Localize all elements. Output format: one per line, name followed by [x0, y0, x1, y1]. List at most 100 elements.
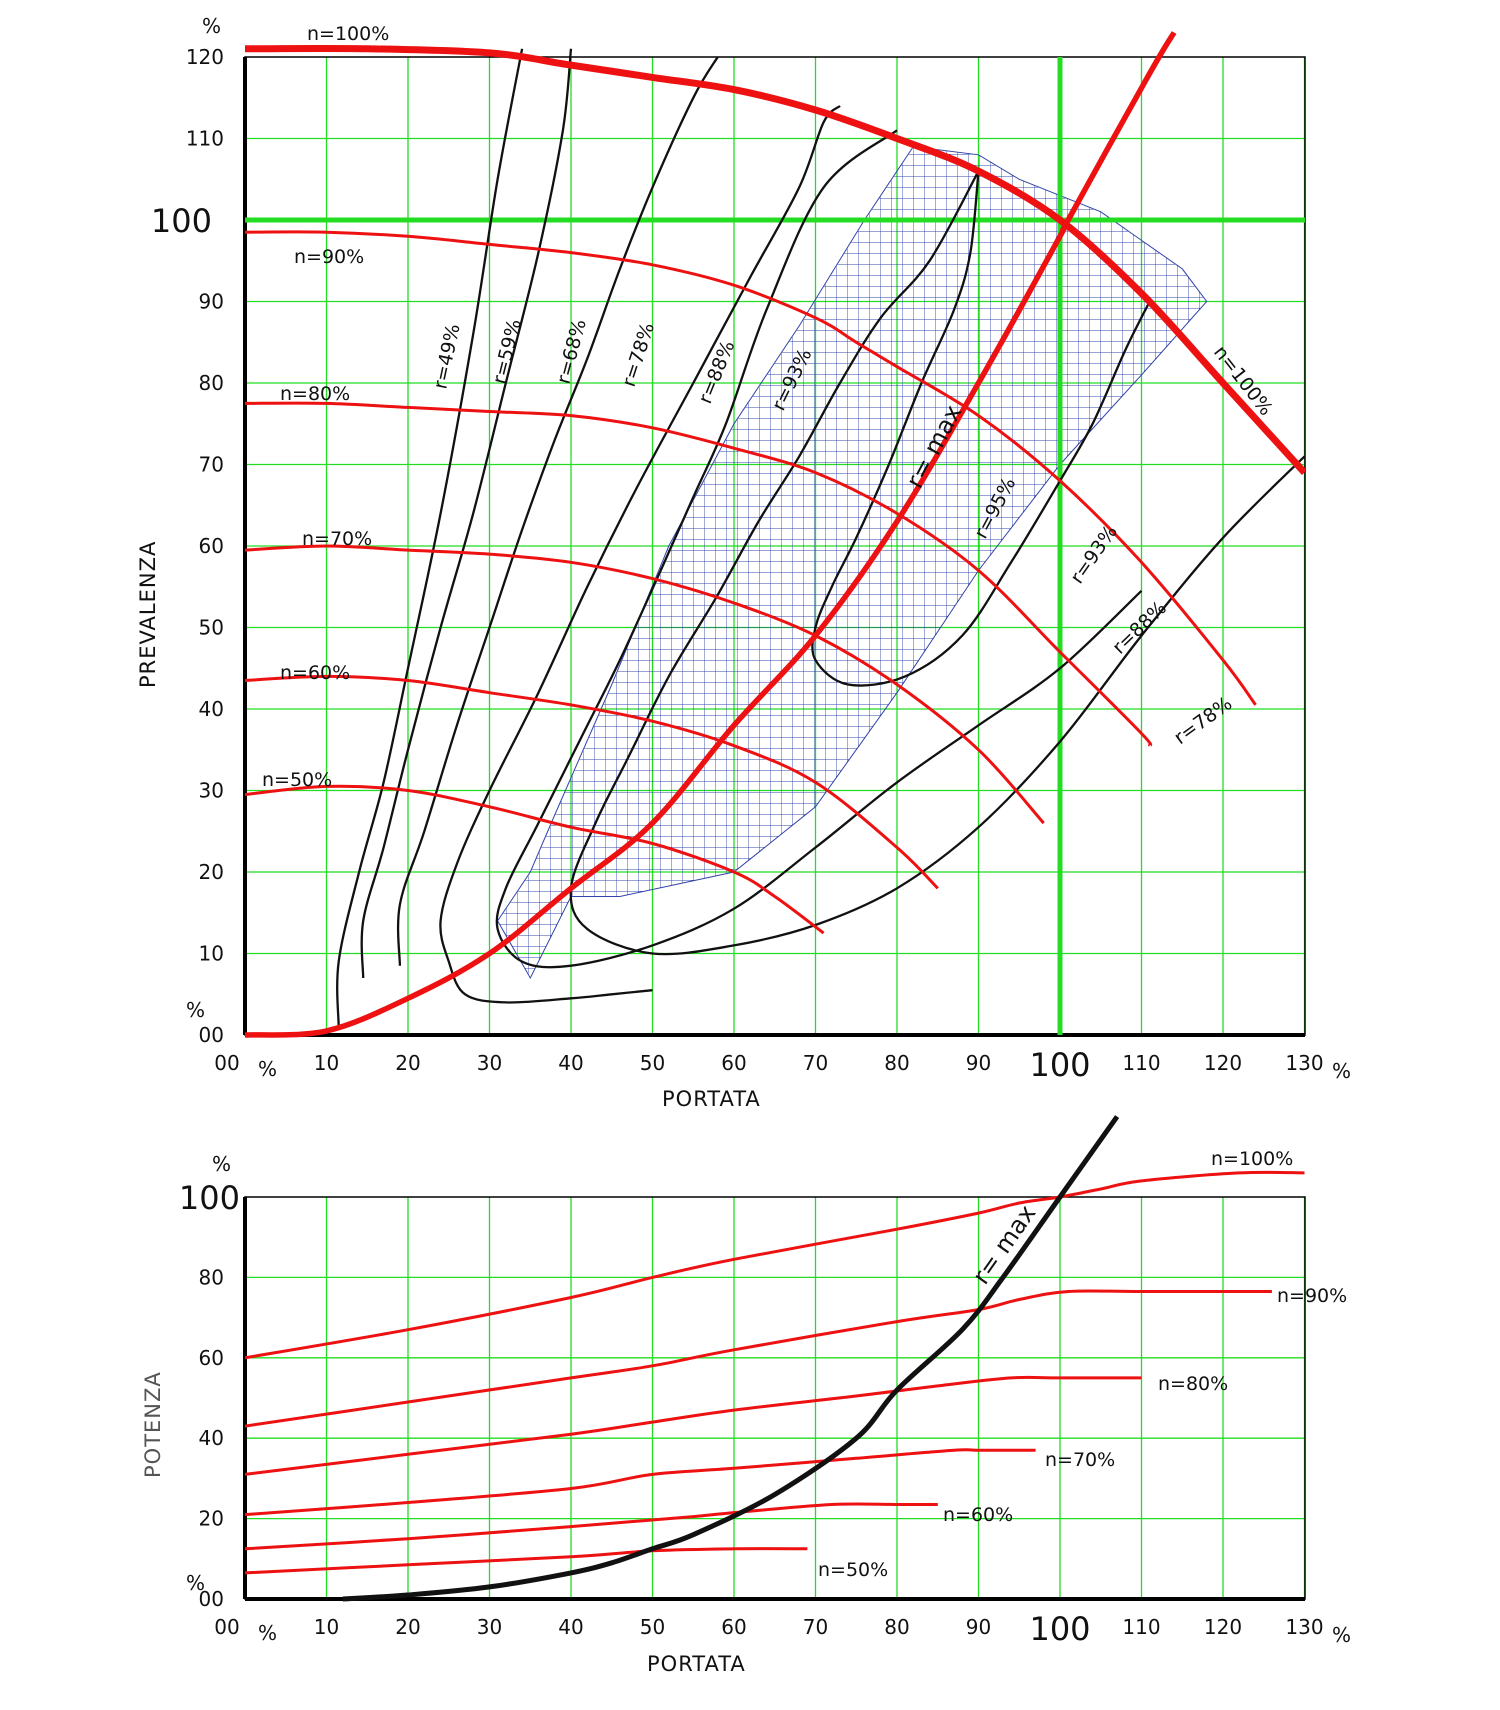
- bottom-y-tick-40: 40: [199, 1426, 224, 1450]
- top-y-tick-60: 60: [199, 534, 224, 558]
- max-efficiency-line-bottom: [342, 1115, 1120, 1602]
- top-x-tick-120: 120: [1204, 1051, 1242, 1075]
- speed-curves: [245, 45, 1305, 935]
- speed-curve-0: [245, 45, 1305, 475]
- speed-curve-4: [245, 674, 939, 890]
- bottom-x-tick-50: 50: [640, 1615, 665, 1639]
- bottom-x-tick-10: 10: [314, 1615, 339, 1639]
- top-y-tick-100: 100: [151, 202, 212, 240]
- efficiency-curve-1: [360, 48, 573, 979]
- top-x-tick-80: 80: [884, 1051, 909, 1075]
- top-x-tick-20: 20: [395, 1051, 420, 1075]
- bottom-x-tick-30: 30: [477, 1615, 502, 1639]
- top-y-tick-40: 40: [199, 697, 224, 721]
- label-r88: r=88%: [694, 337, 739, 406]
- bottom-x-unit-right: %: [1332, 1623, 1351, 1647]
- bottom-y-unit-top: %: [212, 1152, 231, 1176]
- max-efficiency-curve: [244, 31, 1177, 1038]
- top-y-tick-80: 80: [199, 371, 224, 395]
- top-y-tick-00: 00: [199, 1023, 224, 1047]
- head-flow-chart: 00 10 20 30 40 50 60 70 80 90 100 110 120 130 00 10 20 30…: [136, 14, 1351, 1111]
- bottom-x-tick-90: 90: [966, 1615, 991, 1639]
- top-x-axis-title: PORTATA: [662, 1087, 761, 1111]
- power-curve-2: [245, 1375, 1142, 1476]
- top-x-tick-70: 70: [803, 1051, 828, 1075]
- bottom-x-tick-00: 00: [214, 1615, 239, 1639]
- label-r78-right: r=78%: [1170, 692, 1236, 749]
- label-n60-bottom: n=60%: [943, 1504, 1013, 1526]
- top-y-tick-90: 90: [199, 290, 224, 314]
- max-efficiency-line-top: [244, 31, 1177, 1038]
- top-y-tick-120: 120: [186, 45, 224, 69]
- label-n70-top: n=70%: [302, 528, 372, 550]
- label-r93-right: r=93%: [1066, 521, 1122, 588]
- top-x-unit-left: %: [258, 1057, 277, 1081]
- bottom-y-unit-bottom: %: [186, 1571, 205, 1595]
- speed-curve-2: [245, 401, 1153, 747]
- top-x-tick-90: 90: [966, 1051, 991, 1075]
- top-y-unit-top: %: [202, 14, 221, 38]
- top-y-tick-20: 20: [199, 860, 224, 884]
- power-curve-3: [245, 1448, 1036, 1517]
- efficiency-curve-4: [495, 129, 1143, 969]
- label-r59: r=59%: [489, 317, 526, 386]
- top-x-unit-right: %: [1332, 1059, 1351, 1083]
- bottom-x-unit-left: %: [258, 1621, 277, 1645]
- label-n80-bottom: n=80%: [1158, 1373, 1228, 1395]
- speed-curve-3: [245, 544, 1045, 825]
- bottom-x-tick-100: 100: [1029, 1610, 1090, 1648]
- bottom-x-tick-40: 40: [558, 1615, 583, 1639]
- label-n90-bottom: n=90%: [1277, 1285, 1347, 1307]
- bottom-x-tick-130: 130: [1285, 1615, 1323, 1639]
- top-y-tick-70: 70: [199, 453, 224, 477]
- power-curve-0: [245, 1170, 1305, 1360]
- top-tick-labels: 00 10 20 30 40 50 60 70 80 90 100 110 120 130 00 10 20 30…: [151, 45, 1324, 1084]
- bottom-y-tick-80: 80: [199, 1265, 224, 1289]
- bottom-x-tick-60: 60: [721, 1615, 746, 1639]
- speed-curve-5: [245, 784, 825, 935]
- top-y-axis-title: PREVALENZA: [136, 541, 160, 688]
- top-y-tick-110: 110: [186, 127, 224, 151]
- power-curve-1: [245, 1289, 1272, 1428]
- efficiency-curve-6: [811, 170, 1151, 687]
- bottom-x-tick-120: 120: [1204, 1615, 1242, 1639]
- top-y-tick-30: 30: [199, 779, 224, 803]
- top-x-tick-110: 110: [1122, 1051, 1160, 1075]
- speed-curve-1: [245, 230, 1257, 706]
- power-curve-5: [245, 1547, 808, 1575]
- bottom-y-tick-00: 00: [199, 1587, 224, 1611]
- label-n100-top: n=100%: [307, 23, 389, 45]
- bottom-tick-labels: 00 10 20 30 40 50 60 70 80 90 100 110 120 130 00 20 40 60…: [179, 1179, 1324, 1648]
- efficiency-curve-2: [396, 56, 719, 966]
- top-x-tick-30: 30: [477, 1051, 502, 1075]
- top-y-tick-50: 50: [199, 616, 224, 640]
- label-n70-bottom: n=70%: [1045, 1449, 1115, 1471]
- top-x-tick-100: 100: [1029, 1046, 1090, 1084]
- label-r49: r=49%: [429, 322, 464, 391]
- power-curve-4: [245, 1502, 938, 1551]
- label-n90-top: n=90%: [294, 246, 364, 268]
- bottom-y-tick-60: 60: [199, 1346, 224, 1370]
- top-x-tick-00: 00: [214, 1051, 239, 1075]
- bottom-x-tick-80: 80: [884, 1615, 909, 1639]
- power-curves: [245, 1170, 1305, 1575]
- top-y-tick-10: 10: [199, 942, 224, 966]
- label-n80-top: n=80%: [280, 383, 350, 405]
- bottom-x-axis-title: PORTATA: [647, 1652, 746, 1676]
- efficiency-curve-0: [336, 48, 524, 1027]
- label-n60-top: n=60%: [280, 662, 350, 684]
- label-n50-top: n=50%: [262, 769, 332, 791]
- top-x-tick-60: 60: [721, 1051, 746, 1075]
- label-n50-bottom: n=50%: [818, 1559, 888, 1581]
- top-x-tick-40: 40: [558, 1051, 583, 1075]
- bottom-x-tick-20: 20: [395, 1615, 420, 1639]
- bottom-y-tick-20: 20: [199, 1507, 224, 1531]
- max-efficiency-power-curve: [342, 1115, 1120, 1602]
- top-x-tick-130: 130: [1285, 1051, 1323, 1075]
- bottom-x-tick-110: 110: [1122, 1615, 1160, 1639]
- top-x-tick-10: 10: [314, 1051, 339, 1075]
- bottom-x-tick-70: 70: [803, 1615, 828, 1639]
- efficiency-curve-3: [439, 104, 841, 1004]
- top-y-unit-bottom: %: [186, 998, 205, 1022]
